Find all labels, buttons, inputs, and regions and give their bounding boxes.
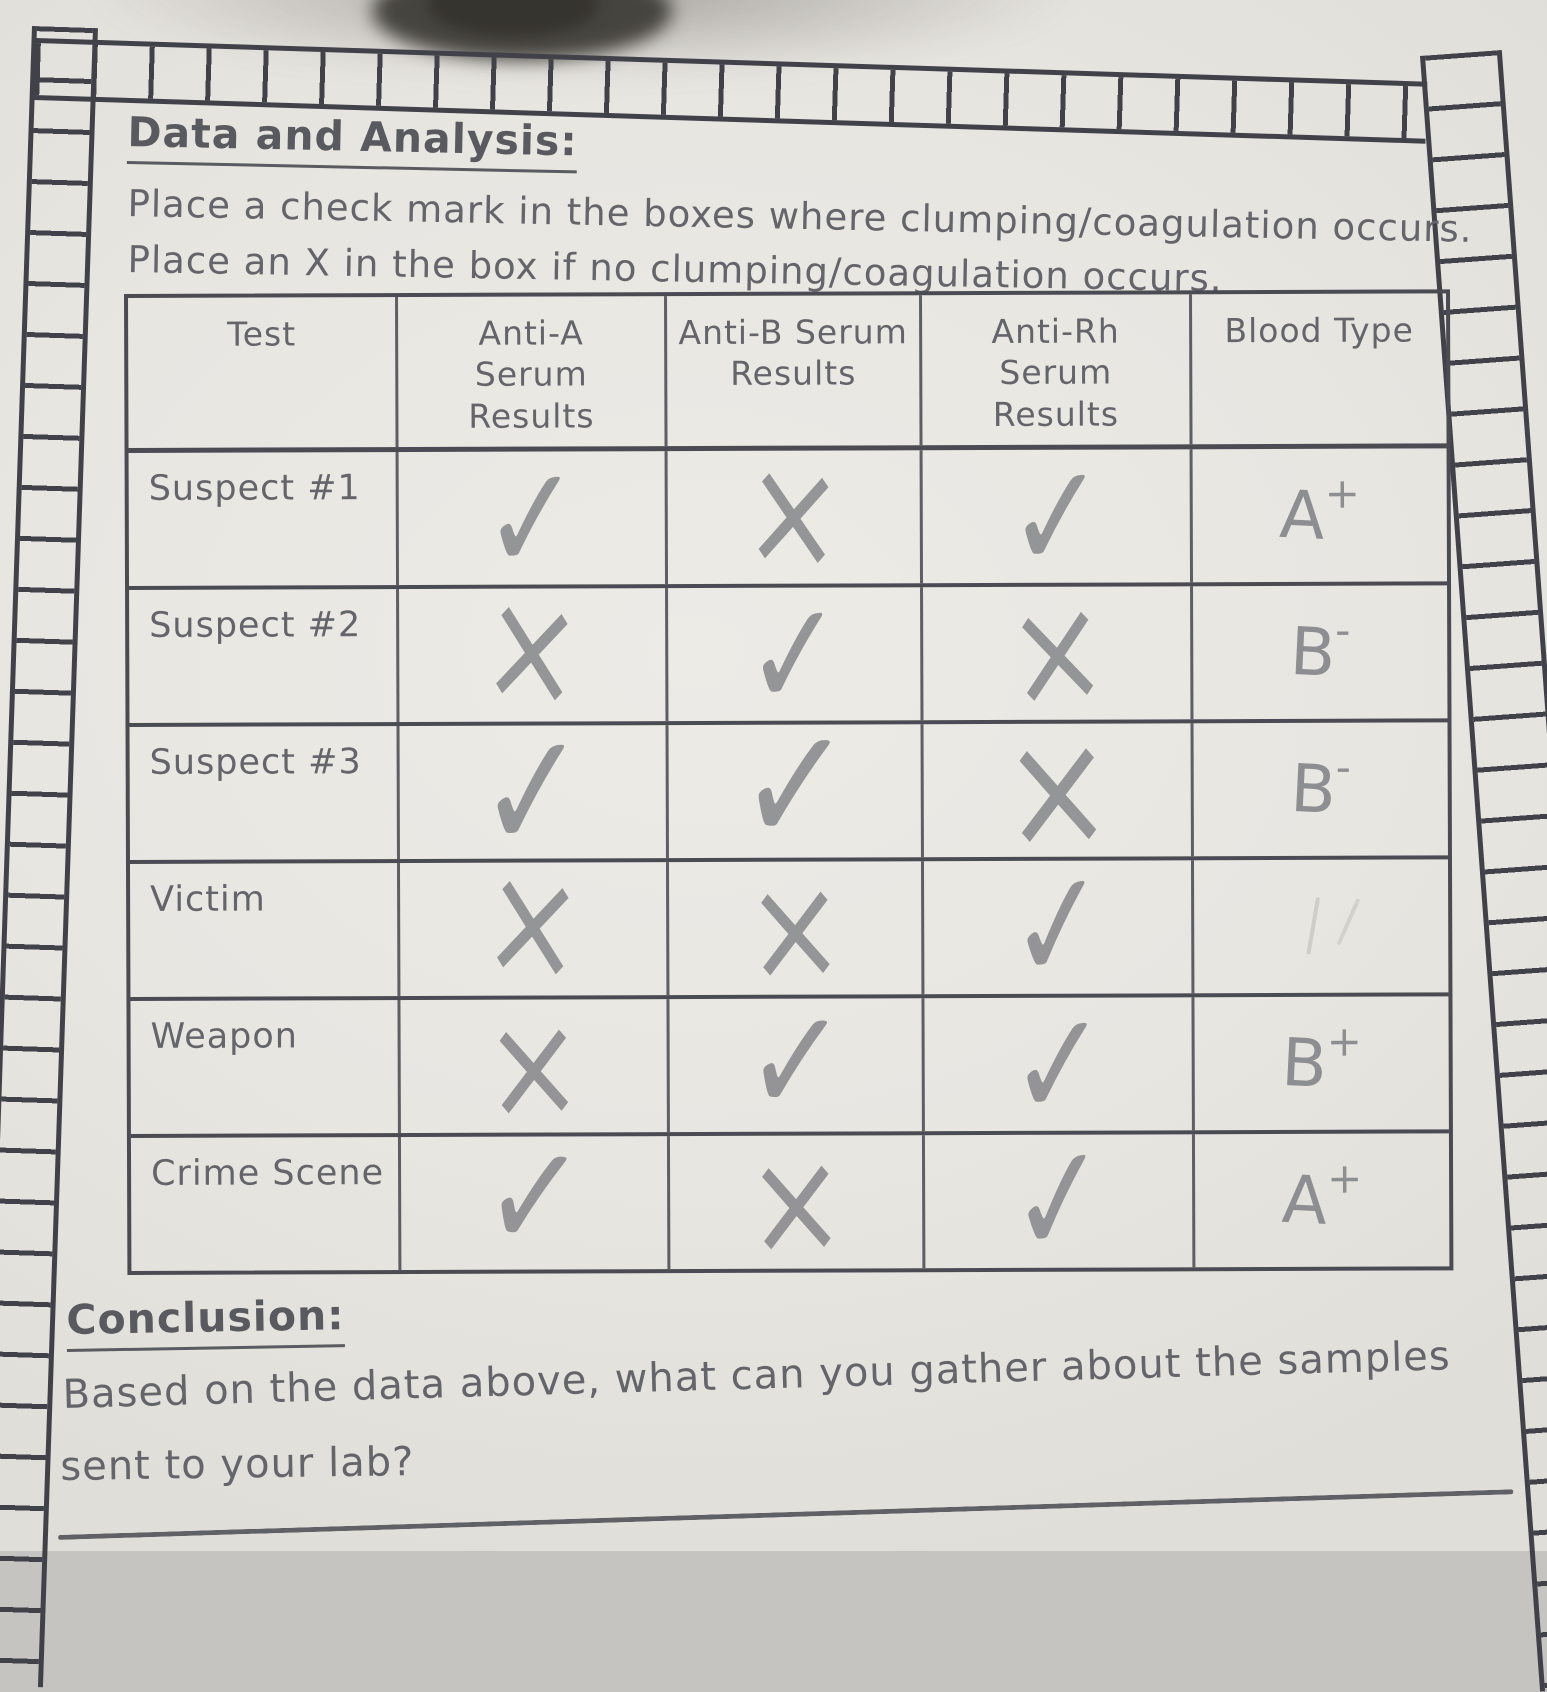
- blood-type-sign: +: [1326, 1153, 1363, 1203]
- header-anti-rh: Anti-Rh Serum Results: [919, 294, 1190, 446]
- blood-type-sign: -: [1335, 605, 1351, 655]
- header-blood-type: Blood Type: [1189, 293, 1447, 445]
- blood-type-letter: B: [1288, 612, 1338, 692]
- blood-type-sign: -: [1335, 742, 1351, 792]
- blood-type-letter: B: [1279, 1023, 1329, 1103]
- anti-b-result-cell: ×: [664, 420, 921, 605]
- section-title-conclusion: Conclusion:: [66, 1291, 346, 1352]
- anti-rh-result-cell: ✓: [919, 430, 1191, 603]
- results-table: Test Anti-A Serum Results Anti-B Serum R…: [124, 289, 1454, 1292]
- anti-b-result-cell: ✓: [665, 683, 921, 889]
- blood-type-sign: +: [1326, 1016, 1362, 1066]
- blood-type-letter: B: [1288, 749, 1338, 829]
- row-label: Suspect #1: [148, 468, 361, 509]
- blood-type-letter: A: [1280, 1160, 1329, 1240]
- row-label: Weapon: [150, 1016, 299, 1057]
- blood-type-cell: B-: [1190, 585, 1448, 720]
- row-label: Suspect #2: [149, 605, 362, 646]
- header-anti-a: Anti-A Serum Results: [395, 296, 665, 448]
- blood-type-sign: +: [1324, 468, 1360, 518]
- anti-rh-result-cell: ✓: [921, 978, 1192, 1151]
- blood-type-cell: A +: [1189, 448, 1448, 583]
- table-row-weapon: Weapon × ✓ ✓ B +: [130, 968, 1449, 1153]
- row-label: Victim: [150, 879, 266, 920]
- erased-pencil-marks: [1306, 897, 1320, 956]
- anti-b-result-cell: ✓: [666, 968, 922, 1153]
- anti-b-result-cell: ×: [666, 1116, 923, 1289]
- blood-type-letter: A: [1277, 475, 1327, 555]
- row-label: Crime Scene: [151, 1153, 385, 1194]
- anti-a-result-cell: ×: [396, 826, 667, 1018]
- header-test: Test: [227, 314, 297, 354]
- blood-type-cell: B-: [1190, 722, 1448, 857]
- blood-type-cell: B +: [1191, 996, 1449, 1131]
- conclusion-question-line-2: sent to your lab?: [60, 1439, 415, 1490]
- blood-type-cell: [1190, 859, 1449, 994]
- table-row-crime-scene: Crime Scene ✓ × ✓ A +: [130, 1100, 1450, 1292]
- pencil-check-mark: ✓: [1003, 1107, 1115, 1291]
- anti-a-result-cell: ✓: [397, 1100, 668, 1292]
- section-title-data-analysis: Data and Analysis:: [126, 108, 579, 174]
- row-label: Suspect #3: [149, 742, 362, 783]
- anti-rh-result-cell: ✓: [920, 833, 1192, 1016]
- anti-rh-result-cell: ×: [920, 694, 1191, 887]
- pencil-check-mark: ✓: [478, 1100, 591, 1292]
- blood-type-cell: A +: [1191, 1133, 1450, 1268]
- anti-rh-result-cell: ✓: [921, 1107, 1193, 1290]
- pencil-x-mark: ×: [744, 1115, 849, 1289]
- table-row-suspect-3: Suspect #3 ✓ ✓ × B-: [129, 683, 1448, 889]
- table-row-suspect-1: Suspect #1 ✓ × ✓ A +: [129, 420, 1448, 605]
- worksheet-paper: [0, 0, 1547, 1551]
